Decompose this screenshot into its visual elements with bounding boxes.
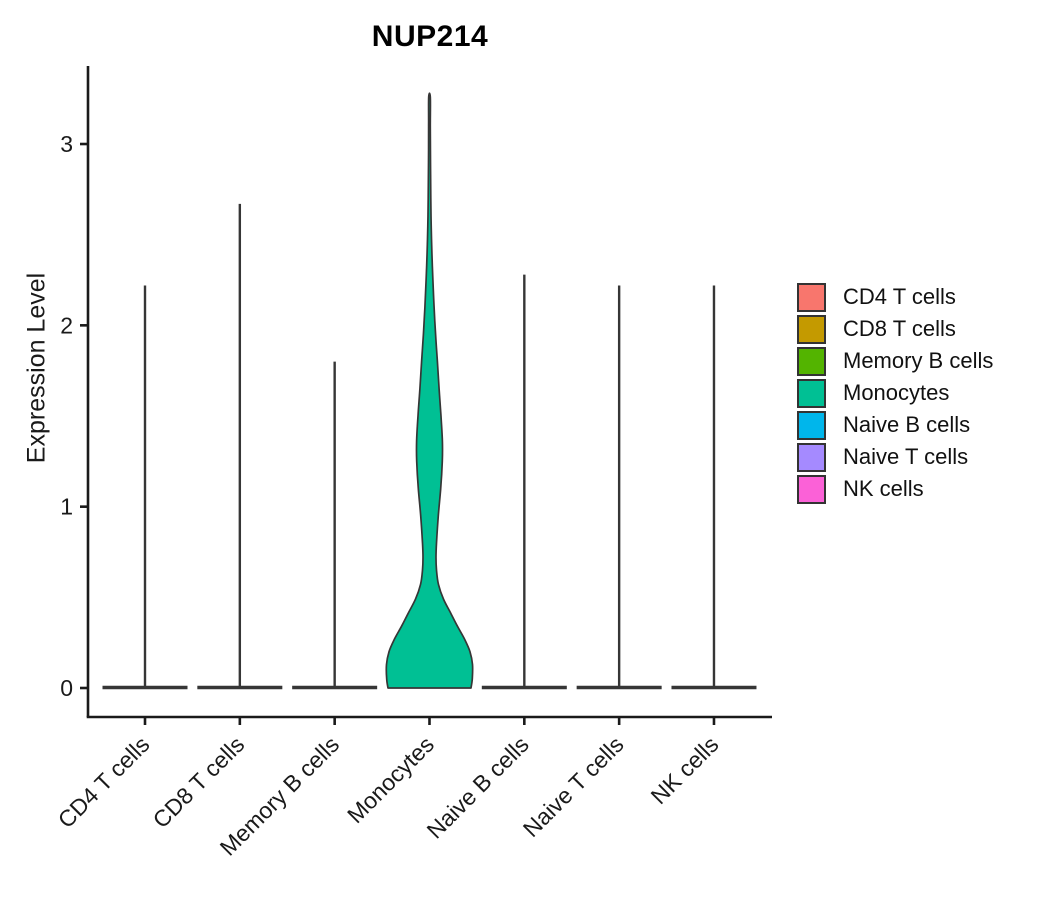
y-tick-label: 0	[60, 675, 73, 701]
violin-monocytes	[385, 92, 474, 689]
legend-label: Naive T cells	[843, 444, 969, 469]
legend-label: Naive B cells	[843, 412, 971, 437]
legend-label: Monocytes	[843, 380, 950, 405]
x-category-label: Naive T cells	[518, 731, 629, 842]
legend-label: CD4 T cells	[843, 284, 956, 309]
legend-item-nk-cells: NK cells	[797, 473, 993, 505]
y-tick-label: 3	[60, 131, 73, 157]
legend-item-monocytes: Monocytes	[797, 377, 993, 409]
legend: CD4 T cells CD8 T cells Memory B cells Mono…	[797, 281, 993, 505]
legend-swatch-cd4-t-cells	[797, 282, 826, 312]
legend-item-naive-t-cells: Naive T cells	[797, 441, 993, 473]
x-category-label: CD4 T cells	[53, 731, 155, 833]
legend-swatch-naive-t-cells	[797, 442, 826, 472]
legend-label: Memory B cells	[843, 348, 994, 373]
x-category-label: Monocytes	[342, 731, 439, 828]
legend-swatch-cd8-t-cells	[797, 314, 826, 344]
y-tick-label: 1	[60, 494, 73, 520]
chart-title: NUP214	[371, 20, 489, 53]
legend-swatch-naive-b-cells	[797, 410, 826, 440]
legend-swatch-monocytes	[797, 378, 826, 408]
x-category-label: CD8 T cells	[148, 731, 250, 833]
legend-item-memory-b-cells: Memory B cells	[797, 345, 993, 377]
legend-swatch-nk-cells	[797, 474, 826, 504]
x-category-label: NK cells	[645, 731, 723, 809]
x-category-label: Naive B cells	[421, 731, 533, 843]
legend-label: CD8 T cells	[843, 316, 956, 341]
legend-item-naive-b-cells: Naive B cells	[797, 409, 993, 441]
legend-item-cd4-t-cells: CD4 T cells	[797, 281, 993, 313]
legend-item-cd8-t-cells: CD8 T cells	[797, 313, 993, 345]
legend-swatch-memory-b-cells	[797, 346, 826, 376]
y-tick-label: 2	[60, 312, 73, 338]
legend-label: NK cells	[843, 476, 924, 501]
